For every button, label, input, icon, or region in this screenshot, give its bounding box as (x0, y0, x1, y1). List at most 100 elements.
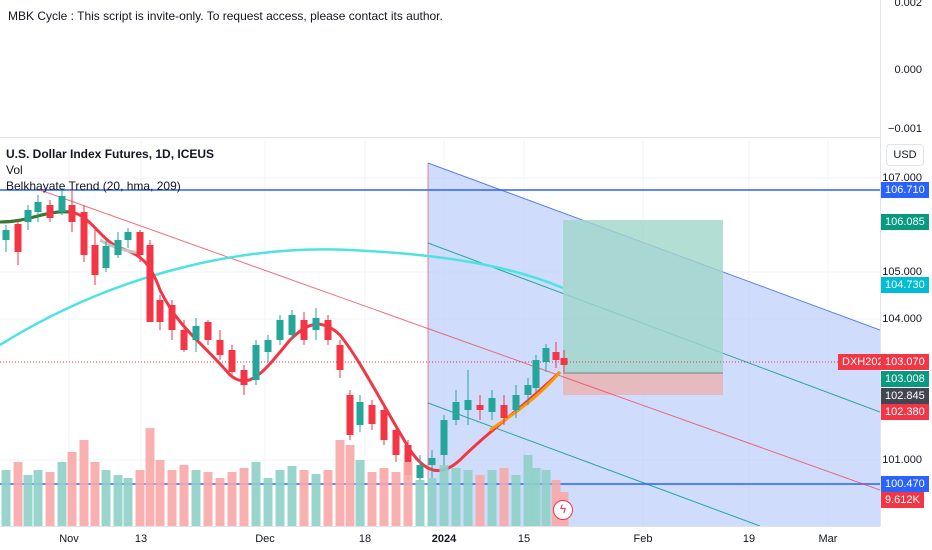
volume-bar (335, 440, 345, 526)
candle-body (392, 430, 400, 455)
candle-body (168, 305, 176, 330)
candle-body (91, 245, 99, 275)
legend-symbol[interactable]: U.S. Dollar Index Futures, 1D, ICEUS (6, 147, 215, 161)
candle-body (532, 360, 540, 388)
price-tick: 101.000 (882, 454, 922, 466)
candle-body (156, 300, 164, 322)
volume-bar (101, 470, 111, 526)
volume-bar (541, 470, 551, 526)
candle-body (368, 405, 376, 424)
time-label: 19 (742, 533, 756, 545)
channel-lower-line (427, 402, 761, 526)
candle-body (180, 330, 188, 350)
candle-body (300, 320, 308, 340)
volume-bar (287, 466, 297, 526)
red-trendline (39, 189, 880, 491)
volume-bar (203, 472, 213, 526)
time-label: Mar (818, 533, 838, 545)
candle-body (24, 210, 32, 222)
volume-bar (191, 470, 201, 526)
volume-bar (45, 472, 55, 526)
volume-bar (123, 478, 133, 526)
volume-bar (439, 465, 449, 526)
indicator-message: MBK Cycle : This script is invite-only. … (8, 9, 443, 23)
volume-bar (531, 468, 541, 526)
legend-trend-indicator[interactable]: Belkhayate Trend (20, hma, 209) (6, 179, 181, 193)
price-tick: 107.000 (882, 172, 922, 184)
candle-body (524, 385, 532, 395)
chart-legend: U.S. Dollar Index Futures, 1D, ICEUS Vol… (6, 146, 214, 194)
trend-cyan-label: 104.730 (881, 277, 929, 293)
candle-body (312, 318, 320, 330)
entry-label: 103.008 (881, 371, 929, 387)
candle-body (488, 398, 496, 412)
volume-bar (1, 470, 11, 526)
candle-body (264, 340, 272, 352)
candle-body (240, 370, 248, 385)
volume-bar (511, 475, 521, 526)
volume-bar (57, 462, 67, 526)
candle-body (102, 246, 110, 268)
volume-bar (13, 462, 23, 526)
candle-body (204, 322, 212, 340)
volume-bar (275, 470, 285, 526)
candle-body (216, 340, 224, 355)
volume-bar (475, 475, 485, 526)
volume-bar (215, 478, 225, 526)
candle-body (136, 232, 144, 255)
candle-body (500, 405, 508, 418)
lightning-bolt-icon[interactable]: ϟ (553, 500, 573, 520)
volume-bar (499, 468, 509, 526)
indicator-pane: MBK Cycle : This script is invite-only. … (0, 0, 932, 138)
indicator-tick: 0.002 (894, 0, 922, 9)
volume-bar (367, 472, 377, 526)
volume-bar (239, 468, 249, 526)
time-label: 18 (358, 533, 372, 545)
volume-bar (403, 462, 413, 526)
red-line-label: 102.380 (881, 404, 929, 420)
target-zone (563, 220, 723, 373)
last-price-label: 103.070 (881, 354, 929, 370)
volume-bar (167, 470, 177, 526)
price-chart-canvas[interactable] (0, 0, 880, 526)
volume-bar (155, 460, 165, 526)
candle-body (2, 230, 10, 240)
indicator-tick: 0.000 (894, 64, 922, 76)
candle-body (252, 345, 260, 380)
trend-curve-green (0, 210, 71, 224)
candle-body (288, 315, 296, 335)
candle-body (58, 196, 66, 212)
candle-body (380, 410, 388, 440)
candle-body (542, 348, 550, 362)
candle-body (14, 224, 22, 252)
symbol-tag: DXH2024 (838, 354, 894, 370)
volume-bar (427, 478, 437, 526)
candle-body (404, 445, 412, 475)
candle-body (228, 350, 236, 372)
candle-body (416, 465, 424, 478)
candle-body (452, 402, 460, 420)
volume-bar (379, 468, 389, 526)
price-tick: 105.000 (882, 266, 922, 278)
time-label: Dec (255, 533, 275, 545)
candle-body (124, 232, 132, 240)
candle-body (324, 320, 332, 340)
volume-label: 9.612K (881, 492, 924, 508)
time-axis[interactable]: Nov 13 Dec 18 2024 15 Feb 19 Mar (0, 526, 880, 550)
volume-bar (323, 470, 333, 526)
candle-body (560, 358, 568, 365)
hline-bottom-label: 100.470 (881, 476, 929, 492)
volume-bar (251, 462, 261, 526)
currency-button[interactable]: USD (886, 144, 924, 166)
hline-top-label: 106.710 (881, 182, 929, 198)
price-scale[interactable]: 0.002 0.000 −0.001 107.000 105.000 104.0… (880, 0, 932, 526)
trend-curve-orange (489, 371, 562, 432)
stop-zone (563, 373, 723, 395)
candle-body (68, 205, 76, 222)
volume-bar (391, 472, 401, 526)
candle-body (346, 395, 354, 435)
candle-body (114, 240, 122, 255)
legend-volume[interactable]: Vol (6, 163, 23, 177)
candle-body (552, 352, 560, 360)
volume-bar (90, 462, 100, 526)
